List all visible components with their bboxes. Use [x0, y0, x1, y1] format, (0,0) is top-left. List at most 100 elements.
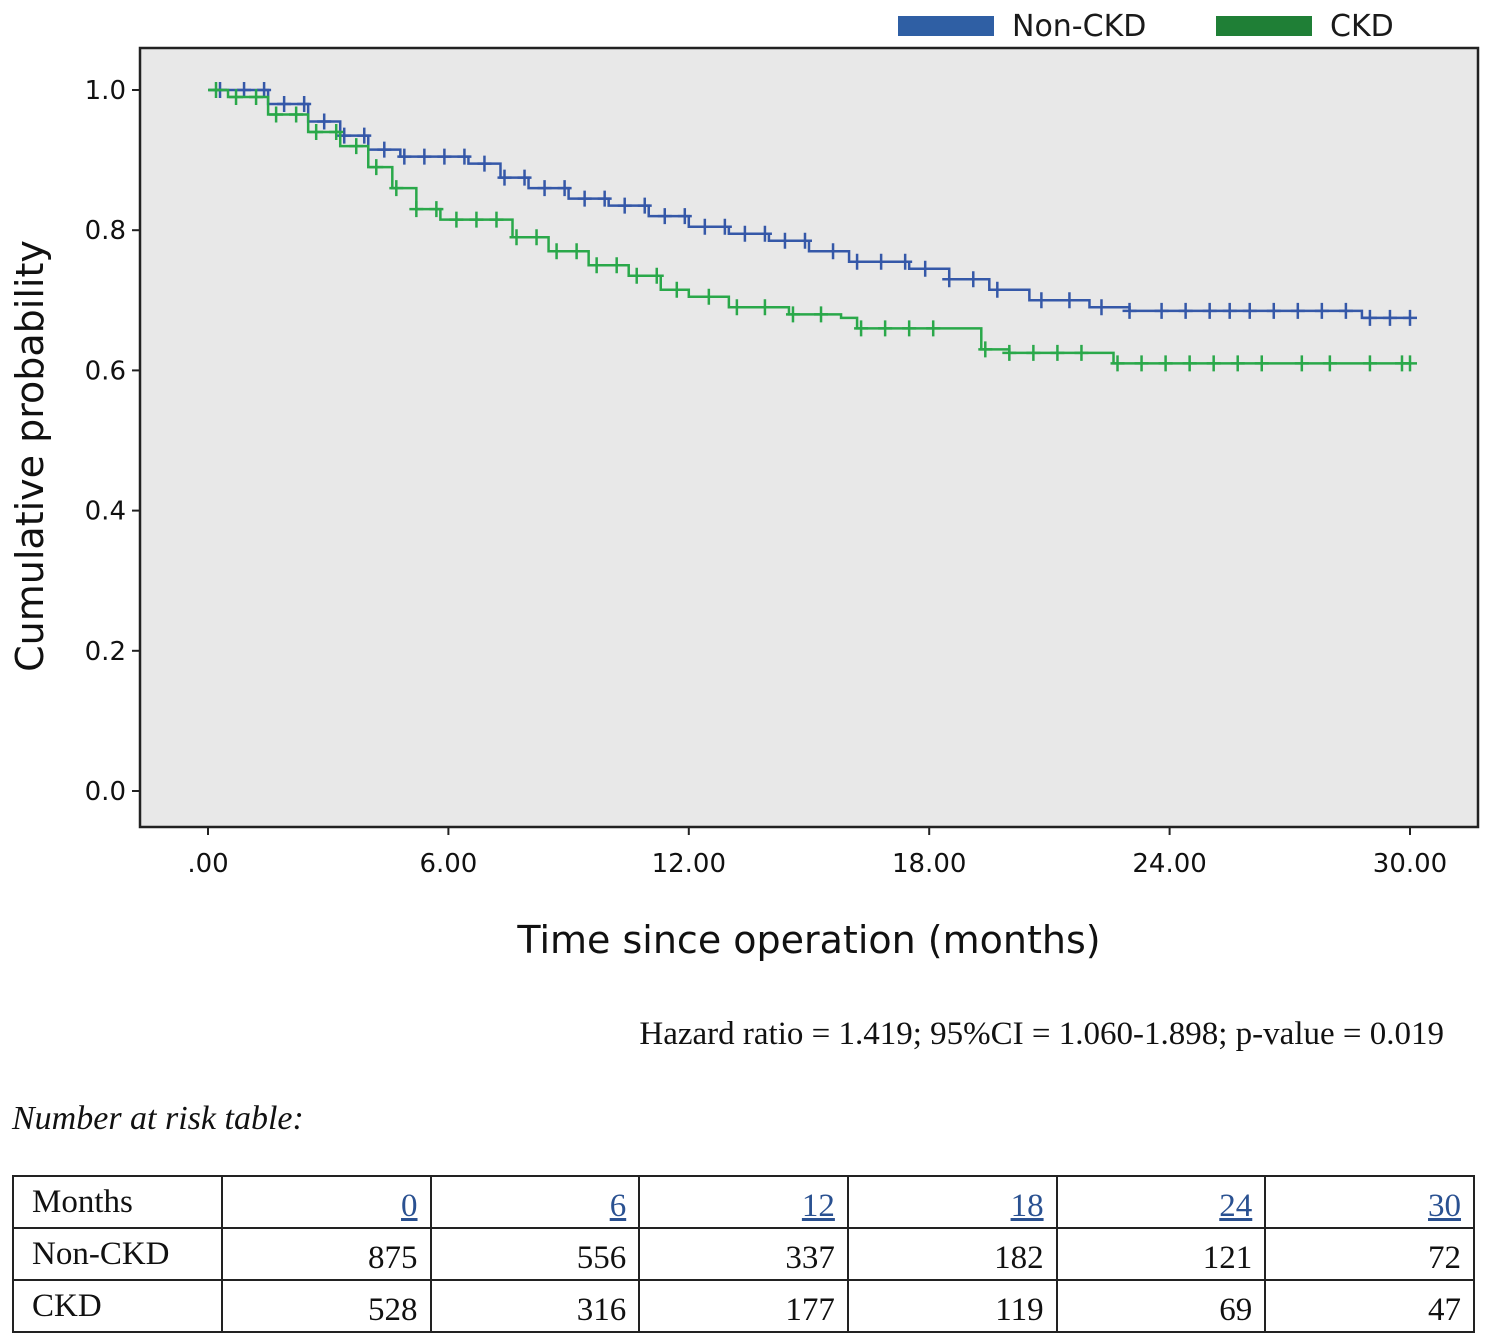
risk-table-month[interactable]: 30	[1264, 1175, 1475, 1229]
y-tick-label: 0.6	[85, 356, 126, 386]
risk-table-caption: Number at risk table:	[12, 1100, 304, 1137]
risk-table-cell: 177	[638, 1279, 849, 1333]
risk-table-row-label: Non-CKD	[12, 1227, 223, 1281]
hazard-ratio-text: Hazard ratio = 1.419; 95%CI = 1.060-1.89…	[639, 1016, 1444, 1052]
censor-mark	[814, 306, 829, 323]
censor-mark	[826, 243, 841, 260]
censor-mark	[269, 106, 284, 123]
censor-mark	[1338, 302, 1353, 319]
censor-mark	[1230, 355, 1245, 372]
censor-mark	[429, 201, 444, 218]
censor-mark	[1403, 355, 1417, 372]
censor-mark	[377, 141, 392, 158]
censor-mark	[529, 229, 544, 246]
risk-table-cell: 556	[429, 1227, 641, 1281]
risk-table-month[interactable]: 24	[1055, 1175, 1267, 1229]
risk-table-cell: 69	[1055, 1279, 1267, 1333]
censor-mark	[617, 197, 632, 214]
risk-table-cell: 119	[846, 1279, 1058, 1333]
censor-mark	[854, 320, 869, 337]
y-axis-title: Cumulative probability	[8, 240, 52, 672]
censor-mark	[757, 299, 772, 316]
censor-mark	[569, 243, 584, 260]
censor-mark	[1294, 355, 1309, 372]
censor-mark	[1202, 302, 1217, 319]
censor-mark	[557, 180, 572, 197]
legend-swatch-ckd	[1216, 16, 1312, 36]
censor-mark	[637, 197, 652, 214]
censor-mark	[785, 306, 800, 323]
censor-mark	[309, 124, 324, 141]
censor-mark	[942, 271, 957, 288]
y-tick-label: 0.0	[85, 777, 126, 807]
censor-mark	[409, 201, 424, 218]
x-tick-label: .00	[187, 849, 228, 879]
censor-mark	[497, 169, 512, 186]
censor-mark	[1403, 309, 1417, 326]
censor-mark	[902, 320, 917, 337]
censor-mark	[317, 113, 332, 130]
censor-mark	[597, 190, 612, 207]
y-tick-label: 0.2	[85, 637, 126, 667]
censor-mark	[577, 190, 592, 207]
censor-mark	[1222, 302, 1237, 319]
censor-mark	[329, 124, 344, 141]
y-tick-label: 0.4	[85, 497, 126, 527]
legend-item-ckd: CKD	[1216, 6, 1394, 46]
censor-mark	[437, 148, 452, 165]
censor-mark	[357, 127, 372, 144]
legend-item-non-ckd: Non-CKD	[898, 6, 1146, 46]
censor-mark	[1158, 355, 1173, 372]
censor-mark	[509, 229, 524, 246]
censor-mark	[797, 232, 812, 249]
censor-mark	[469, 211, 484, 228]
censor-mark	[717, 218, 732, 235]
x-tick-label: 24.00	[1132, 849, 1206, 879]
risk-table-cell: 121	[1055, 1227, 1267, 1281]
censor-mark	[297, 96, 312, 113]
censor-mark	[757, 225, 772, 242]
risk-table-row-label: CKD	[12, 1279, 223, 1333]
risk-table-row: Non-CKD 875 556 337 182 121 72	[12, 1227, 1475, 1281]
censor-mark	[229, 89, 244, 106]
censor-mark	[209, 82, 224, 98]
censor-mark	[477, 155, 492, 172]
risk-table-month[interactable]: 6	[429, 1175, 641, 1229]
legend-label-non-ckd: Non-CKD	[1012, 8, 1147, 44]
censor-mark	[898, 253, 913, 270]
censor-mark	[677, 208, 692, 225]
censor-mark	[237, 82, 252, 98]
censor-mark	[1134, 355, 1149, 372]
censor-mark	[1206, 355, 1221, 372]
censor-mark	[729, 299, 744, 316]
risk-table-month[interactable]: 0	[220, 1175, 432, 1229]
censor-mark	[1182, 355, 1197, 372]
censor-mark	[397, 148, 412, 165]
censor-mark	[1254, 355, 1269, 372]
censor-mark	[990, 281, 1005, 298]
censor-mark	[1382, 309, 1397, 326]
x-tick-label: 12.00	[652, 849, 726, 879]
censor-mark	[249, 89, 264, 106]
censor-mark	[850, 253, 865, 270]
legend-swatch-non-ckd	[898, 16, 994, 36]
censor-mark	[1002, 344, 1017, 361]
censor-mark	[1050, 344, 1065, 361]
risk-table-cell: 47	[1264, 1279, 1475, 1333]
risk-table-month[interactable]: 12	[638, 1175, 849, 1229]
censor-mark	[457, 148, 472, 165]
censor-mark	[1122, 302, 1137, 319]
x-axis-title: Time since operation (months)	[517, 918, 1101, 962]
censor-mark	[878, 320, 893, 337]
risk-table-cell: 528	[220, 1279, 432, 1333]
y-tick-label: 0.8	[85, 216, 126, 246]
censor-mark	[926, 320, 941, 337]
censor-mark	[1110, 355, 1125, 372]
risk-table-cell: 875	[220, 1227, 432, 1281]
censor-mark	[1242, 302, 1257, 319]
censor-mark	[1178, 302, 1193, 319]
risk-table-month[interactable]: 18	[846, 1175, 1058, 1229]
risk-table: Months 0 6 12 18 24 30 Non-CKD 875 556 3…	[12, 1175, 1475, 1333]
risk-table-header-row: Months 0 6 12 18 24 30	[12, 1175, 1475, 1229]
censor-mark	[649, 267, 664, 284]
